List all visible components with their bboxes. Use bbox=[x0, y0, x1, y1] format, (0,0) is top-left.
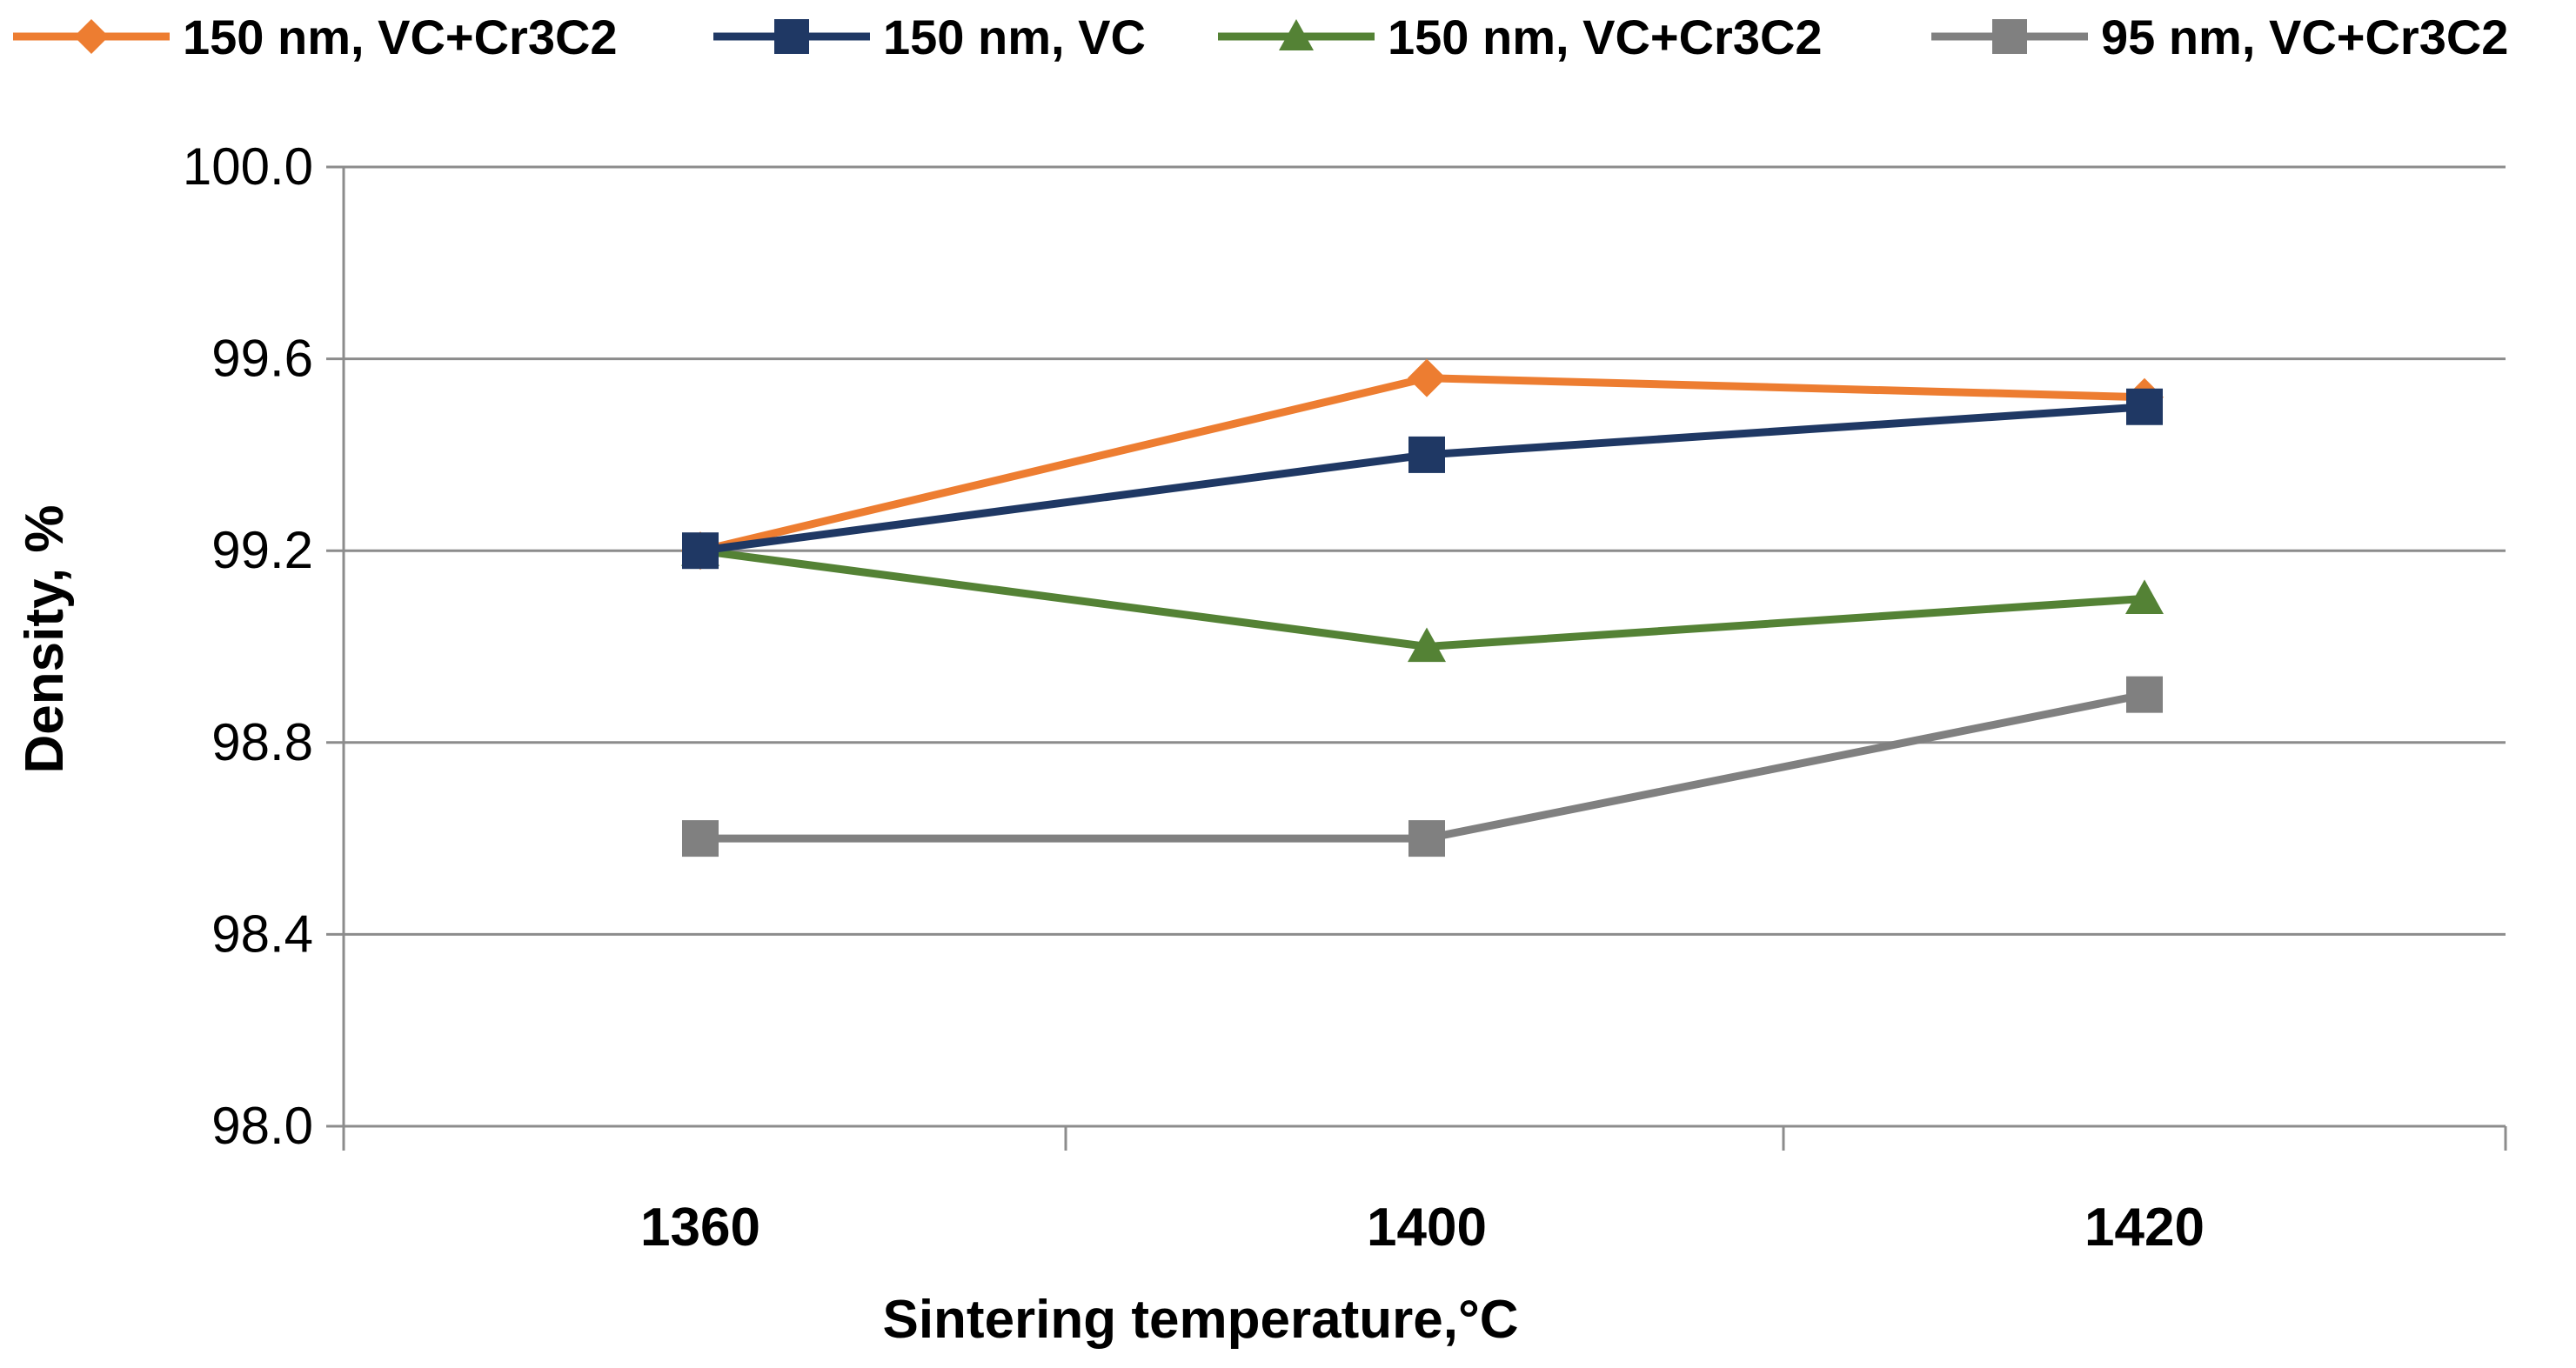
legend-item: 150 nm, VC bbox=[713, 10, 1146, 64]
data-point bbox=[1408, 436, 1445, 473]
legend-item: 150 nm, VC+Cr3C2 bbox=[13, 10, 618, 64]
data-point bbox=[1408, 358, 1446, 397]
x-tick-label: 1400 bbox=[1367, 1198, 1487, 1258]
legend-label: 95 nm, VC+Cr3C2 bbox=[2101, 10, 2508, 64]
y-tick-label: 98.8 bbox=[211, 713, 313, 771]
y-tick-label: 99.2 bbox=[211, 521, 313, 579]
x-axis-title: Sintering temperature,°C bbox=[882, 1290, 1518, 1350]
axis-labels: Density, % Sintering temperature,°C bbox=[15, 505, 1519, 1350]
legend-label: 150 nm, VC+Cr3C2 bbox=[1388, 10, 1823, 64]
y-axis-title: Density, % bbox=[15, 505, 75, 774]
y-tick-label: 98.4 bbox=[211, 904, 313, 963]
x-tick-label: 1420 bbox=[2084, 1198, 2205, 1258]
legend-item: 95 nm, VC+Cr3C2 bbox=[1931, 10, 2508, 64]
data-point bbox=[1408, 627, 1446, 663]
data-point bbox=[2125, 579, 2164, 614]
series-group bbox=[681, 358, 2164, 858]
series-2 bbox=[682, 388, 2163, 570]
data-point bbox=[74, 19, 109, 54]
series-line bbox=[699, 546, 2145, 651]
x-tick-label: 1360 bbox=[640, 1198, 760, 1258]
legend: 150 nm, VC+Cr3C2 150 nm, VC 150 nm, VC+Cr3… bbox=[13, 10, 2508, 64]
y-tick-label: 100.0 bbox=[183, 137, 313, 196]
data-point bbox=[1279, 19, 1314, 50]
data-point bbox=[682, 532, 719, 570]
data-point bbox=[2126, 676, 2163, 713]
series-line bbox=[700, 691, 2145, 843]
legend-item: 150 nm, VC+Cr3C2 bbox=[1218, 10, 1823, 64]
axes: 98.0 98.4 98.8 99.2 99.6 100.0 1360 1400 1420 bbox=[183, 137, 2507, 1258]
series-4 bbox=[682, 676, 2163, 858]
data-point bbox=[682, 820, 719, 858]
data-point bbox=[1992, 19, 2027, 54]
grid-lines bbox=[326, 165, 2506, 1128]
legend-label: 150 nm, VC+Cr3C2 bbox=[183, 10, 618, 64]
data-point bbox=[2126, 388, 2163, 425]
y-tick-label: 98.0 bbox=[211, 1097, 313, 1155]
y-tick-label: 99.6 bbox=[211, 330, 313, 388]
data-point bbox=[774, 19, 809, 54]
series-line bbox=[699, 403, 2145, 555]
data-point bbox=[1408, 820, 1445, 858]
legend-label: 150 nm, VC bbox=[883, 10, 1146, 64]
